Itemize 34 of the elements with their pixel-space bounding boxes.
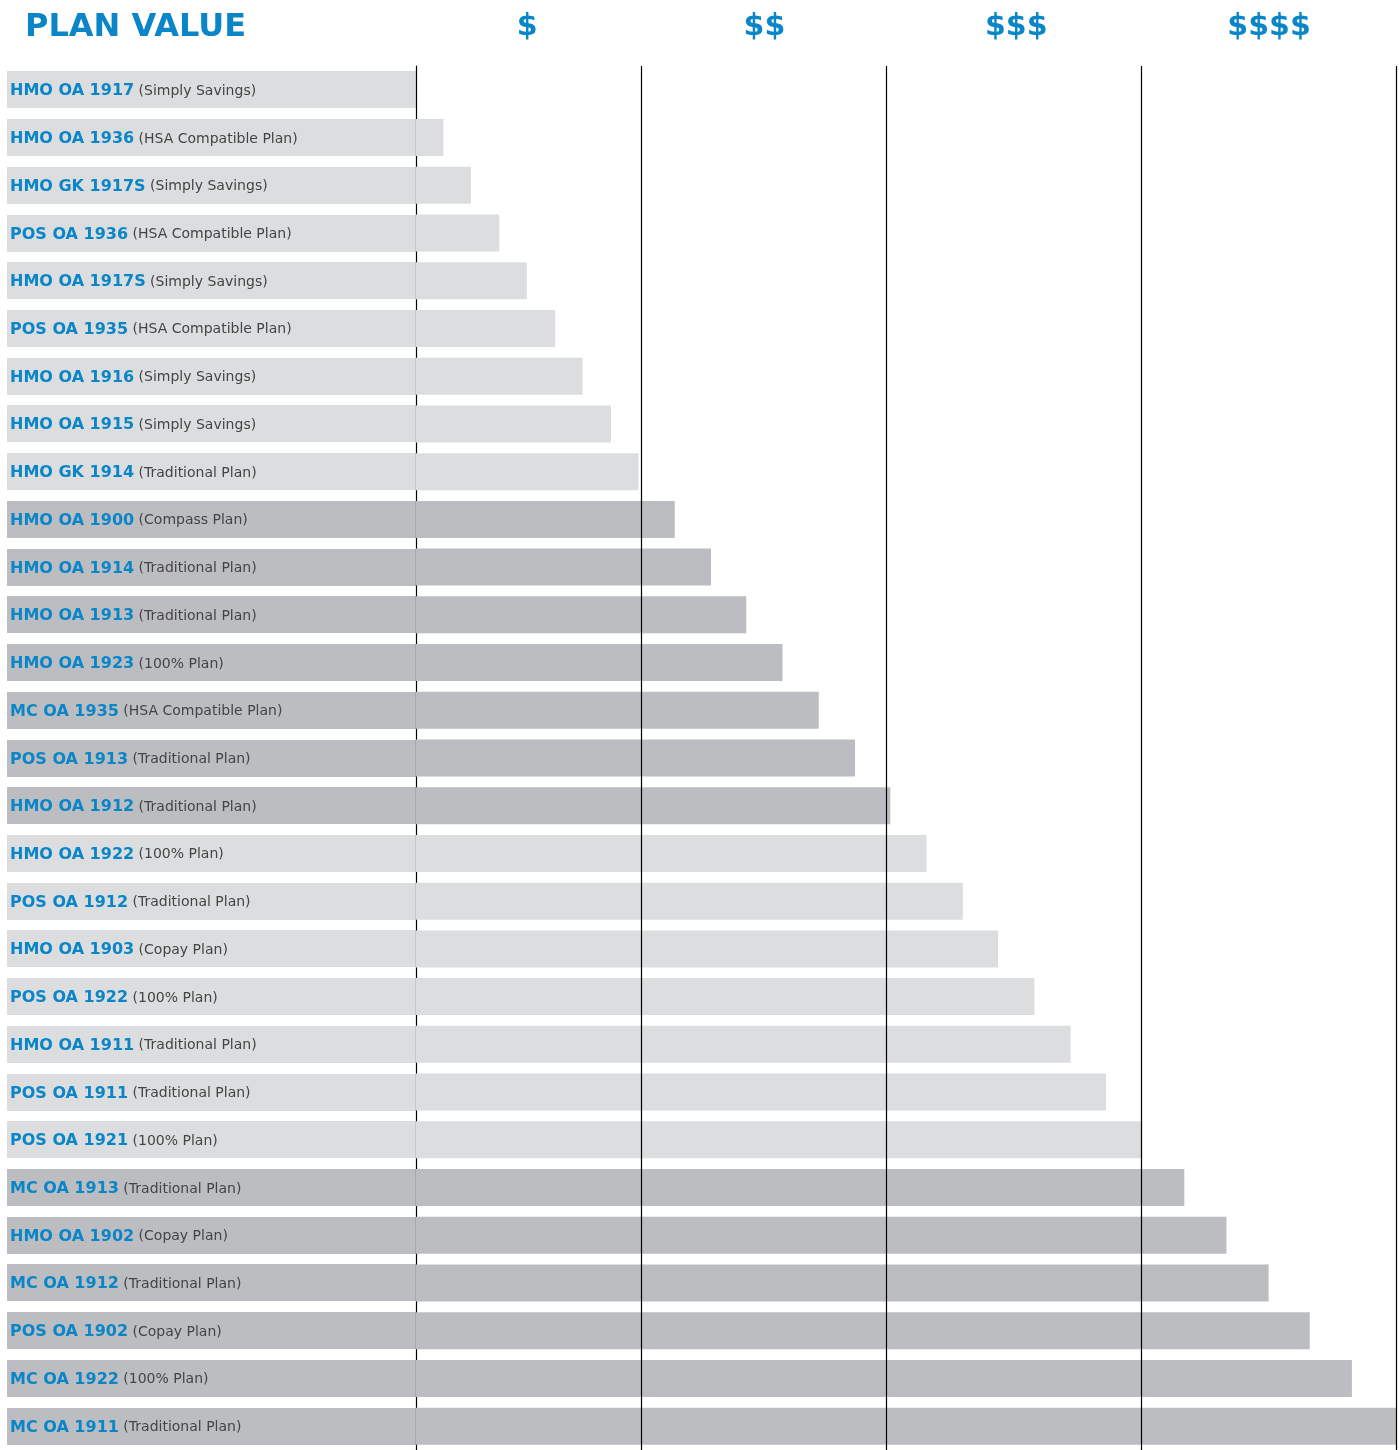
y-tick-label: HMO OA 1913 (Traditional Plan) [10, 605, 257, 625]
y-tick-label: HMO OA 1914 (Traditional Plan) [10, 557, 257, 577]
y-tick-label: HMO OA 1917S (Simply Savings) [10, 271, 268, 291]
y-tick-label: HMO OA 1917 (Simply Savings) [10, 80, 257, 100]
y-tick-label: POS OA 1902 (Copay Plan) [10, 1321, 222, 1341]
y-tick-label: POS OA 1921 (100% Plan) [10, 1130, 218, 1150]
y-tick-label: HMO OA 1902 (Copay Plan) [10, 1225, 228, 1245]
y-tick-label: HMO OA 1936 (HSA Compatible Plan) [10, 128, 298, 148]
y-tick-label: MC OA 1922 (100% Plan) [10, 1368, 209, 1388]
y-tick-label: POS OA 1913 (Traditional Plan) [10, 748, 251, 768]
y-tick-label: MC OA 1913 (Traditional Plan) [10, 1178, 242, 1198]
y-tick-label: MC OA 1935 (HSA Compatible Plan) [10, 700, 283, 720]
y-tick-label: MC OA 1911 (Traditional Plan) [10, 1416, 242, 1436]
y-tick-label: HMO GK 1917S (Simply Savings) [10, 175, 268, 195]
y-tick-label: POS OA 1936 (HSA Compatible Plan) [10, 223, 292, 243]
text: $$$$ [1227, 6, 1311, 42]
text: $ [516, 6, 538, 42]
y-tick-label: POS OA 1912 (Traditional Plan) [10, 891, 251, 911]
y-tick-label: HMO OA 1912 (Traditional Plan) [10, 796, 257, 816]
text: $$$ [984, 6, 1048, 42]
y-tick-label: POS OA 1922 (100% Plan) [10, 987, 218, 1007]
y-tick-label: HMO OA 1915 (Simply Savings) [10, 414, 257, 434]
text: $$ [743, 6, 786, 42]
y-tick-label: HMO OA 1916 (Simply Savings) [10, 366, 257, 386]
y-tick-label: POS OA 1911 (Traditional Plan) [10, 1082, 251, 1102]
y-tick-label: MC OA 1912 (Traditional Plan) [10, 1273, 242, 1293]
y-tick-label: HMO OA 1911 (Traditional Plan) [10, 1034, 257, 1054]
y-tick-label: HMO OA 1923 (100% Plan) [10, 653, 224, 673]
text: PLAN VALUE [25, 6, 246, 44]
y-tick-label: HMO OA 1922 (100% Plan) [10, 843, 224, 863]
y-tick-label: HMO GK 1914 (Traditional Plan) [10, 462, 257, 482]
y-tick-label: HMO OA 1903 (Copay Plan) [10, 939, 228, 959]
y-tick-label: HMO OA 1900 (Compass Plan) [10, 509, 248, 529]
y-tick-label: POS OA 1935 (HSA Compatible Plan) [10, 318, 292, 338]
